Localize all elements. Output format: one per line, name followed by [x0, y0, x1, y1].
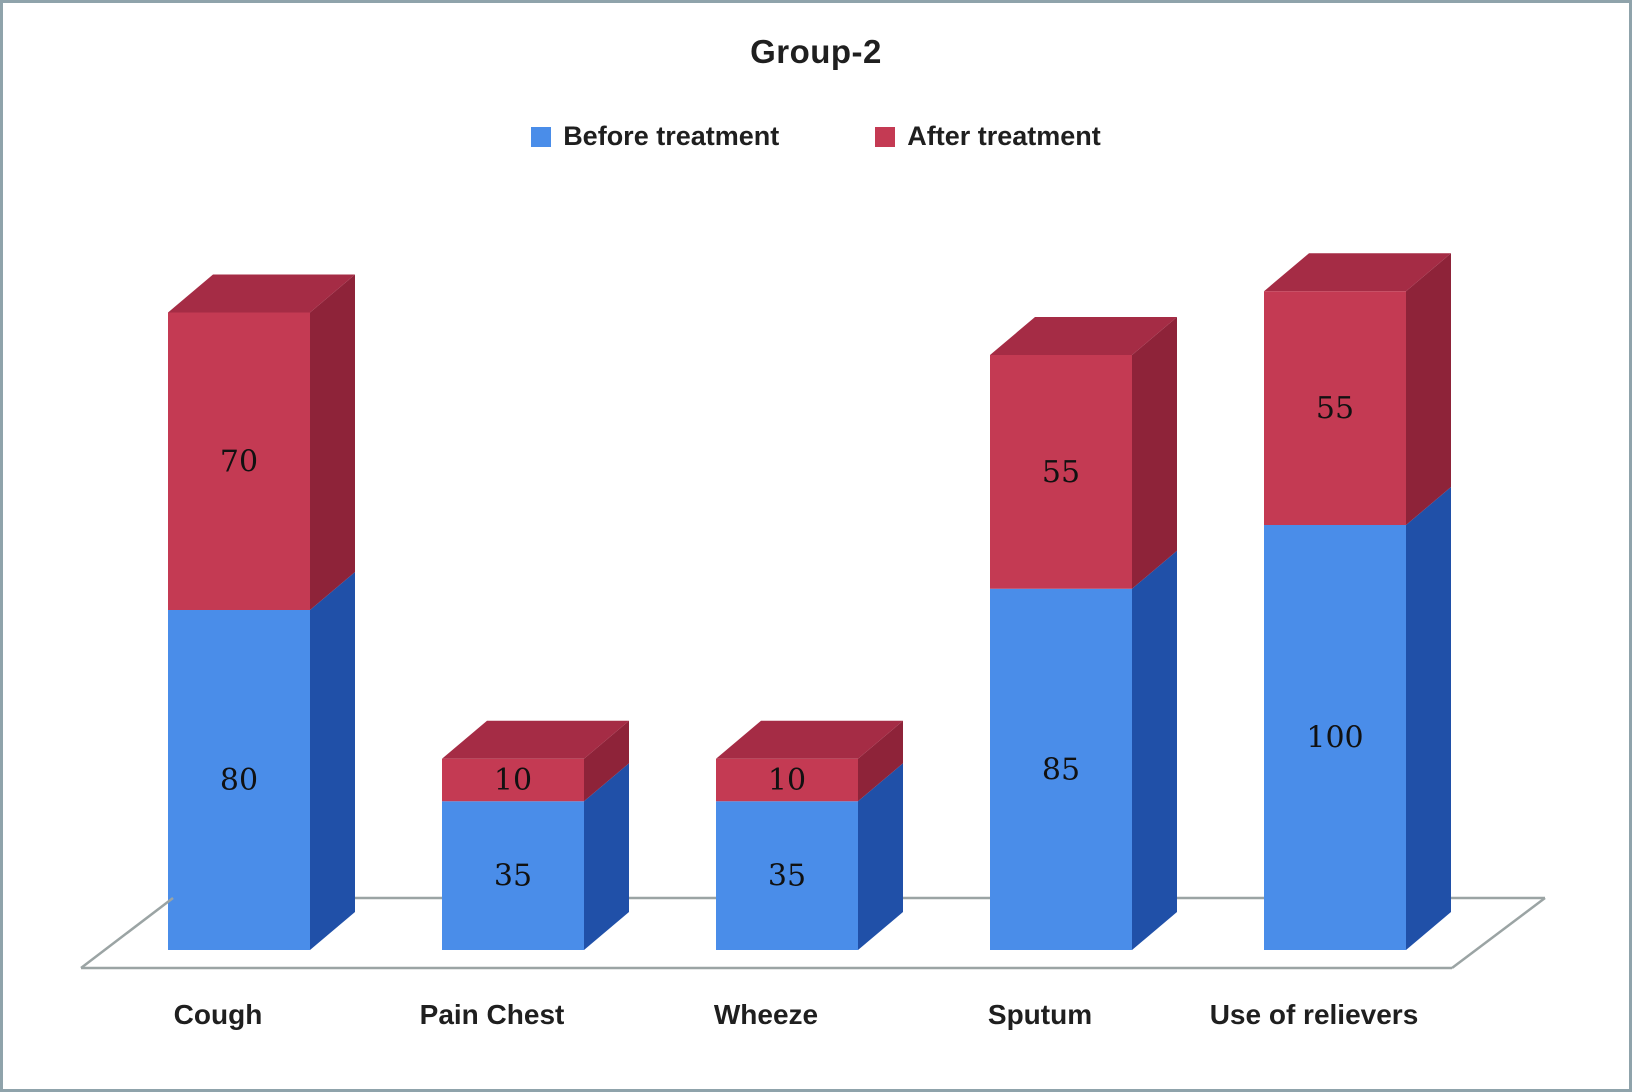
bar-side-after: [1132, 317, 1177, 589]
plot-area: 80 70 35 10 35 10 85 55 100 55 Cough Pain Chest Whee…: [80, 253, 1546, 1030]
bar-side-before: [858, 763, 903, 950]
category-label: Cough: [174, 999, 263, 1030]
bar-value-label: 85: [1042, 752, 1080, 787]
bar-value-label: 70: [220, 444, 258, 479]
legend-item: Before treatment: [531, 121, 779, 152]
bar-front-after: [442, 758, 584, 802]
floor-left-line: [80, 897, 174, 969]
legend-swatch-icon: [531, 126, 552, 147]
bar-front-after: [716, 758, 858, 802]
legend-label: Before treatment: [563, 121, 780, 151]
category-label: Wheeze: [714, 999, 818, 1030]
bar-value-label: 35: [768, 859, 806, 894]
bar-side-before: [584, 763, 629, 950]
bar-value-label: 55: [1316, 391, 1354, 426]
chart-legend: Before treatment After treatment: [3, 121, 1629, 152]
bar-side-after: [1406, 253, 1451, 525]
bar-top-after: [442, 720, 629, 759]
bar-side-after: [584, 720, 629, 802]
bar-value-label: 55: [1042, 455, 1080, 490]
bar-front-after: [168, 312, 310, 610]
bar-front-before: [442, 801, 584, 950]
bar-value-label: 80: [220, 763, 258, 798]
legend-item: After treatment: [875, 121, 1101, 152]
bar-value-label: 10: [494, 763, 532, 798]
bar-side-before: [1132, 550, 1177, 950]
category-label: Pain Chest: [420, 999, 565, 1030]
bar-front-after: [1264, 291, 1406, 525]
bar-side-after: [858, 720, 903, 802]
bar-top-after: [990, 317, 1177, 355]
bar-top-after: [1264, 253, 1451, 292]
bar-top-after: [168, 274, 355, 313]
category-label: Sputum: [988, 999, 1092, 1030]
bar-front-before: [1264, 525, 1406, 950]
floor-right-line: [1451, 897, 1546, 969]
legend-label: After treatment: [907, 121, 1101, 151]
bar-front-before: [716, 801, 858, 950]
bar-value-label: 35: [494, 859, 532, 894]
bar-front-after: [990, 355, 1132, 589]
legend-swatch-icon: [875, 126, 896, 147]
bar-value-label: 10: [768, 763, 806, 798]
bar-front-before: [168, 610, 310, 950]
bar-side-after: [310, 274, 355, 610]
chart-title: Group-2: [750, 33, 882, 70]
bar-top-after: [716, 720, 903, 759]
bar-front-before: [990, 588, 1132, 950]
category-label: Use of relievers: [1210, 999, 1419, 1030]
bar-value-label: 100: [1306, 721, 1363, 756]
bar-side-before: [1406, 487, 1451, 950]
bar-side-before: [310, 572, 355, 950]
